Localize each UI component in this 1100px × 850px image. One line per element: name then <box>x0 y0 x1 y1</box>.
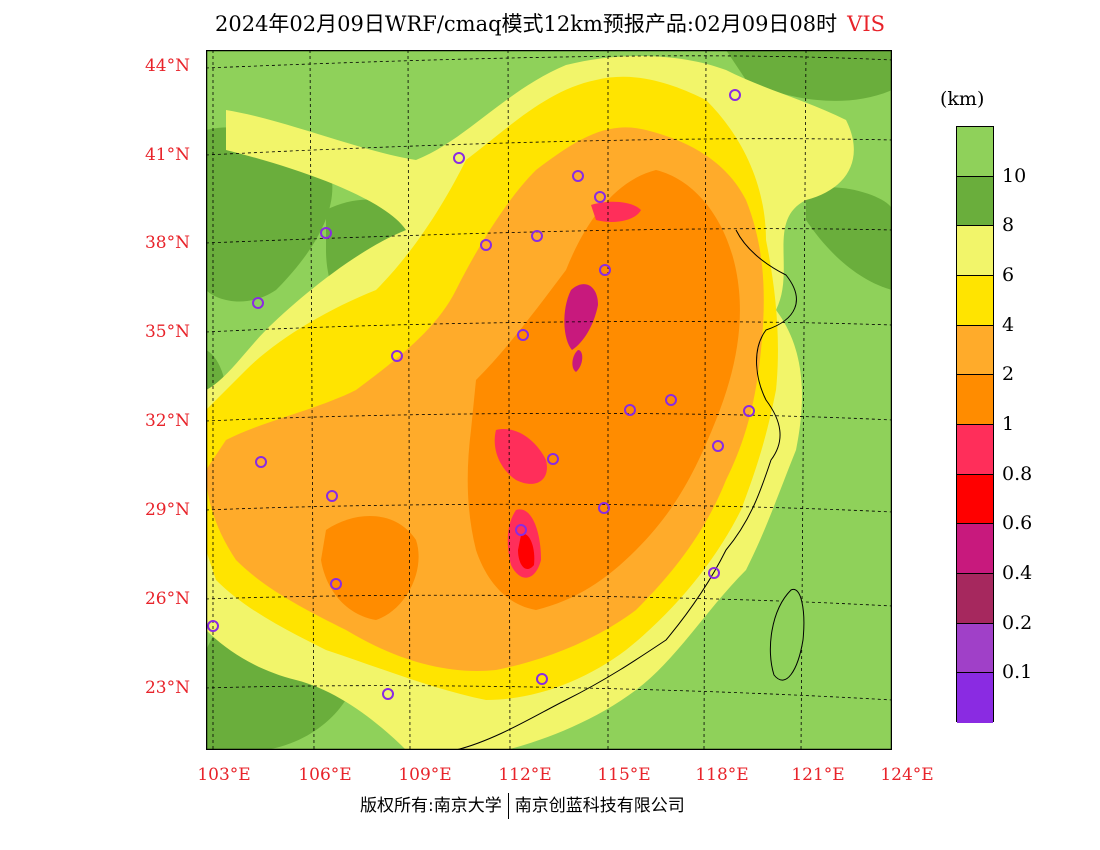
lon-label-115: 115°E <box>597 765 651 785</box>
lon-label-124: 124°E <box>880 765 934 785</box>
low-visibility-hotspots <box>494 201 641 578</box>
copyright-footer: 版权所有:南京大学 南京创蓝科技有限公司 <box>360 791 685 819</box>
color-bar-segment <box>957 275 993 326</box>
station-markers <box>207 89 755 700</box>
taiwan-coast <box>769 588 805 681</box>
lat-label-26: 26°N <box>144 589 190 609</box>
color-bar-label: 0.8 <box>1002 462 1033 485</box>
color-bar-segment <box>957 226 993 276</box>
color-bar-segment <box>957 573 993 624</box>
color-bar-segment <box>957 424 993 475</box>
color-bar-label: 4 <box>1002 313 1015 336</box>
variable-label: VIS <box>847 12 886 36</box>
lon-label-109: 109°E <box>398 765 452 785</box>
copyright-right: 南京创蓝科技有限公司 <box>514 796 685 816</box>
visibility-1km-area-west <box>321 516 419 620</box>
lon-label-106: 106°E <box>298 765 352 785</box>
color-bar-label: 2 <box>1002 363 1015 386</box>
map-border <box>206 50 892 750</box>
legend-unit: (km) <box>940 88 985 110</box>
title-text: 2024年02月09日WRF/cmaq模式12km预报产品:02月09日08时 <box>214 12 838 36</box>
map-title: 2024年02月09日WRF/cmaq模式12km预报产品:02月09日08时 V… <box>0 8 1100 38</box>
lat-label-35: 35°N <box>144 322 190 342</box>
color-bar-segment <box>957 375 993 425</box>
copyright-left: 版权所有:南京大学 <box>360 796 502 816</box>
lon-label-103: 103°E <box>197 765 251 785</box>
lat-label-44: 44°N <box>144 56 190 76</box>
color-bar-label: 0.2 <box>1002 611 1033 634</box>
footer-separator <box>507 793 509 819</box>
color-bar-label: 6 <box>1002 264 1015 286</box>
coastline <box>455 229 797 750</box>
lat-label-29: 29°N <box>144 500 190 520</box>
color-bar-segment <box>957 474 993 525</box>
color-bar-label: 0.4 <box>1002 562 1033 584</box>
lon-label-118: 118°E <box>695 765 749 785</box>
color-bar-segment <box>957 325 993 376</box>
lon-label-121: 121°E <box>791 765 845 785</box>
color-bar-label: 0.1 <box>1002 661 1033 684</box>
lat-label-41: 41°N <box>144 145 190 165</box>
color-bar <box>956 126 994 723</box>
color-bar-segment <box>957 127 993 177</box>
color-bar-label: 10 <box>1002 164 1027 187</box>
visibility-1km-area <box>467 170 740 610</box>
color-bar-segment <box>957 623 993 674</box>
lat-label-23: 23°N <box>144 678 190 698</box>
color-bar-segment <box>957 673 993 723</box>
forecast-map[interactable] <box>206 50 892 750</box>
color-bar-label: 1 <box>1002 413 1015 435</box>
lon-label-112: 112°E <box>498 765 552 785</box>
lat-label-32: 32°N <box>144 411 190 431</box>
color-bar-segment <box>957 176 993 227</box>
lat-label-38: 38°N <box>144 233 190 253</box>
color-bar-label: 0.6 <box>1002 512 1033 535</box>
color-bar-segment <box>957 524 993 574</box>
color-bar-label: 8 <box>1002 214 1015 237</box>
